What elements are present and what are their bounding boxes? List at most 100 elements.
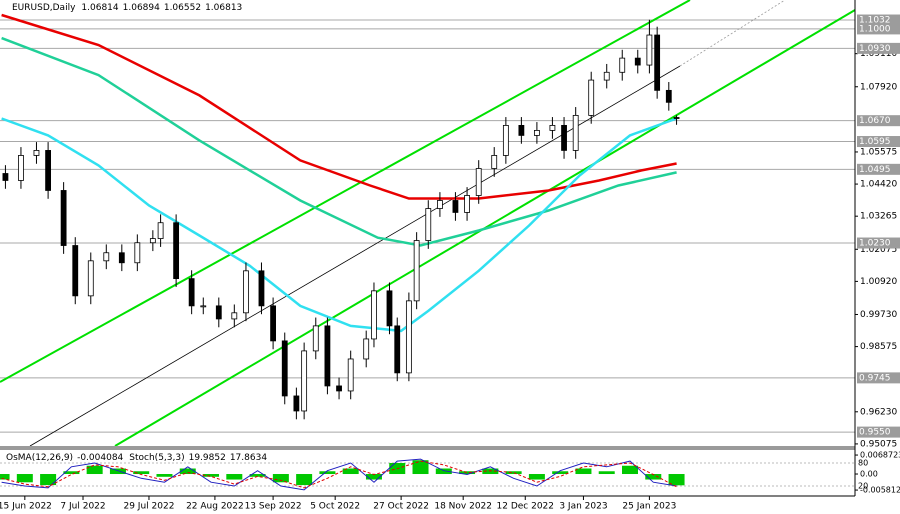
- osma-bar: [412, 460, 429, 475]
- y-tick-label: 1.02075: [860, 245, 897, 255]
- candle-body: [619, 57, 626, 73]
- osma-bar: [109, 468, 126, 475]
- x-tick-label: 5 Oct 2022: [310, 502, 360, 512]
- last-low: 1.06552: [164, 3, 201, 13]
- candle-body: [561, 125, 567, 151]
- indicator-header: OsMA(12,26,9) -0.004084 Stoch(5,3,3) 19.985…: [6, 453, 267, 463]
- candle-body: [502, 125, 509, 156]
- x-tick-label: 3 Jan 2023: [559, 502, 607, 512]
- osma-bar: [575, 468, 592, 475]
- candle-body: [188, 278, 195, 307]
- last-open: 1.06814: [81, 3, 118, 13]
- osma-bar: [459, 471, 476, 475]
- candle-body: [363, 338, 370, 360]
- osma-bar: [16, 474, 33, 483]
- osma-bar: [0, 474, 10, 480]
- chart-header: EURUSD,Daily 1.06814 1.06894 1.06552 1.06813: [12, 3, 242, 13]
- osma-bar: [552, 471, 569, 475]
- y-tick-label: 1.05575: [860, 147, 897, 157]
- candle-body: [149, 238, 156, 244]
- candle-body: [437, 200, 443, 209]
- candle-body: [413, 240, 420, 302]
- moving-average: [1, 117, 678, 333]
- price-panel: 1.09110 1.07920 1.05575 1.04420 1.03265 1.020…: [0, 13, 900, 512]
- candle-body: [103, 252, 110, 262]
- moving-average: [1, 36, 677, 247]
- candle-body: [301, 350, 308, 412]
- candle-body: [665, 89, 672, 103]
- level-label: 0.9550: [859, 428, 891, 438]
- candle-body: [281, 340, 288, 397]
- level-label-box: [857, 42, 900, 54]
- x-tick-label: 18 Nov 2022: [434, 502, 492, 512]
- y-tick-label: 1.03265: [860, 212, 897, 222]
- y-tick-label: 1.09110: [860, 49, 897, 59]
- osma-name: OsMA(12,26,9): [6, 453, 73, 463]
- x-tick-label: 13 Sep 2022: [245, 502, 302, 512]
- candle-body: [475, 168, 482, 196]
- candle-body: [654, 34, 661, 91]
- candle-body: [634, 57, 641, 66]
- candle-body: [45, 150, 52, 191]
- candle-body: [386, 290, 393, 327]
- x-tick-label: 15 Jun 2022: [0, 502, 52, 512]
- stoch-signal: 17.8634: [230, 453, 267, 463]
- stoch-name: Stoch(5,3,3): [129, 453, 184, 463]
- osma-bar: [505, 471, 522, 475]
- y-tick-label: 1.00920: [860, 277, 897, 287]
- candle-body: [673, 117, 680, 119]
- osma-bar: [435, 468, 452, 475]
- candle-body: [603, 71, 610, 81]
- level-label-box: [857, 237, 900, 249]
- candle-body: [518, 125, 525, 136]
- candle-body: [134, 242, 141, 264]
- channel-line: [0, 0, 691, 383]
- x-tick-label: 27 Oct 2022: [373, 502, 429, 512]
- candle-body: [157, 222, 164, 239]
- osma-bar: [40, 474, 57, 486]
- osma-bar: [156, 474, 173, 477]
- level-label: 1.0495: [859, 165, 891, 175]
- level-label: 1.0595: [859, 137, 891, 147]
- trend-line: [29, 65, 681, 447]
- candle-body: [371, 290, 377, 340]
- candle-body: [2, 173, 9, 181]
- candle-body: [173, 222, 180, 280]
- x-tick-label: 7 Jul 2022: [60, 502, 105, 512]
- y-tick-label: 0.95075: [860, 439, 897, 449]
- candle-body: [324, 325, 331, 387]
- candle-body: [270, 305, 277, 342]
- y2-tick-label: 20: [858, 482, 868, 491]
- stoch-line: [1, 458, 677, 491]
- level-label: 1.1032: [859, 16, 891, 26]
- candle-body: [72, 245, 79, 297]
- y-tick-label: 0.00: [860, 470, 878, 479]
- osma-bar: [598, 471, 615, 475]
- panel-separator: [0, 446, 855, 450]
- osma-bar: [63, 471, 80, 475]
- candle-body: [118, 252, 125, 264]
- x-tick-label: 22 Aug 2022: [186, 502, 244, 512]
- osma-bar: [249, 474, 266, 477]
- osma-bar: [226, 474, 243, 480]
- osma-value: -0.004084: [77, 453, 123, 463]
- osma-bar: [133, 471, 150, 475]
- candle-body: [336, 385, 342, 392]
- osma-bar: [319, 471, 336, 475]
- x-tick-label: 25 Jan 2023: [622, 502, 676, 512]
- candle-body: [243, 270, 249, 314]
- y-tick-label: 1.07920: [860, 82, 897, 92]
- level-label-box: [857, 426, 900, 438]
- indicator-panel: 0.0068723 0.00 -0.005812 80 20: [0, 451, 900, 495]
- y-tick-label: 0.98575: [860, 342, 897, 352]
- last-high: 1.06894: [123, 3, 160, 13]
- y-tick-label: 0.0068723: [860, 451, 900, 460]
- y2-tick-label: 80: [858, 458, 868, 467]
- levels: [0, 19, 855, 433]
- osma-bar: [645, 474, 662, 480]
- candle-body: [572, 114, 579, 151]
- level-label-box: [857, 372, 900, 384]
- candle-body: [18, 155, 24, 181]
